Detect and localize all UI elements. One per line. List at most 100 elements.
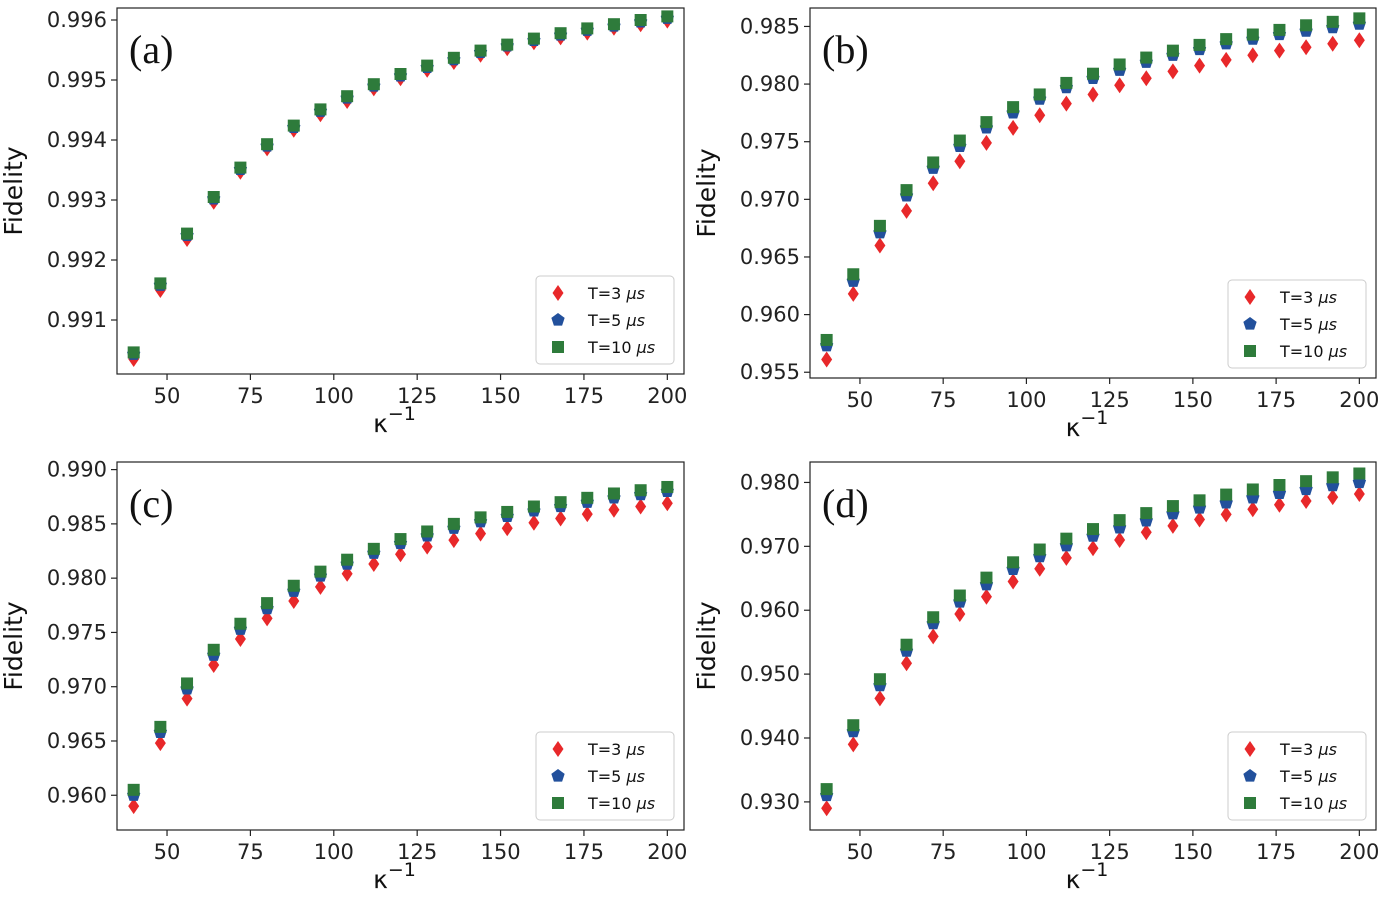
- data-point: [128, 798, 140, 815]
- data-point: [1033, 543, 1046, 556]
- data-point: [1087, 67, 1099, 80]
- data-point: [234, 161, 247, 174]
- panel-label: (b): [822, 27, 869, 72]
- data-point: [661, 480, 674, 493]
- data-point: [555, 510, 567, 527]
- data-point: [1007, 573, 1019, 590]
- data-point: [127, 346, 140, 359]
- y-tick-label: 0.960: [740, 303, 800, 327]
- legend-entry: T=3 μs: [1244, 288, 1337, 307]
- legend-marker: [552, 341, 564, 353]
- data-point: [528, 514, 540, 531]
- data-point: [821, 800, 833, 817]
- data-point: [820, 783, 833, 796]
- data-point: [1113, 514, 1126, 527]
- legend-entry: T=10 μs: [1244, 794, 1347, 813]
- data-point: [874, 690, 886, 707]
- y-tick-label: 0.994: [47, 128, 107, 152]
- legend-entry: T=3 μs: [552, 740, 645, 759]
- data-point: [1140, 524, 1152, 541]
- data-point: [847, 719, 860, 732]
- legend-marker: [1244, 741, 1256, 757]
- x-tick-label: 200: [1339, 840, 1379, 864]
- panel-label: (a): [129, 27, 173, 72]
- legend-marker: [1243, 317, 1257, 330]
- data-point: [1353, 32, 1365, 49]
- legend-label: T=3 μs: [1279, 740, 1337, 759]
- data-point: [820, 333, 833, 346]
- data-point: [341, 553, 354, 566]
- data-point: [927, 611, 940, 624]
- data-point: [1353, 12, 1366, 25]
- data-point: [953, 589, 966, 602]
- data-point: [1167, 517, 1179, 534]
- y-tick-label: 0.960: [47, 783, 107, 807]
- legend-label: T=3 μs: [587, 740, 645, 759]
- y-tick-label: 0.995: [47, 68, 107, 92]
- data-point: [1087, 540, 1099, 557]
- legend-label: T=5 μs: [587, 767, 645, 786]
- x-tick-label: 125: [397, 384, 437, 408]
- legend-box: [1227, 731, 1367, 821]
- data-point: [1220, 506, 1232, 523]
- data-point: [1353, 485, 1365, 502]
- data-point: [634, 14, 647, 26]
- data-point: [1140, 507, 1153, 520]
- data-point: [847, 285, 859, 302]
- legend: T=3 μs T=5 μs T=10 μs: [535, 275, 675, 365]
- x-tick-label: 100: [1006, 840, 1046, 864]
- x-axis-label: κ−1: [373, 859, 416, 894]
- data-point: [127, 783, 140, 796]
- data-point: [474, 44, 487, 57]
- y-tick-label: 0.955: [740, 360, 800, 384]
- data-point: [421, 538, 433, 555]
- x-tick-label: 100: [314, 840, 354, 864]
- data-point: [1140, 70, 1152, 87]
- data-point: [980, 571, 993, 584]
- data-point: [1034, 107, 1046, 124]
- data-point: [1300, 475, 1313, 488]
- data-point: [1060, 95, 1072, 112]
- data-point: [1007, 119, 1019, 136]
- x-tick-label: 50: [847, 840, 874, 864]
- data-point: [954, 153, 966, 170]
- plot-frame: [809, 461, 1377, 831]
- y-tick-label: 0.965: [740, 245, 800, 269]
- x-axis-label: κ−1: [373, 403, 416, 438]
- y-tick-label: 0.970: [740, 187, 800, 211]
- data-point: [394, 68, 407, 80]
- legend-entry: T=5 μs: [1243, 315, 1337, 334]
- plot-frame: [809, 7, 1377, 379]
- x-tick-label: 100: [1006, 388, 1046, 412]
- legend-marker: [1244, 797, 1256, 809]
- legend-label: T=3 μs: [587, 284, 645, 303]
- legend-marker: [551, 313, 565, 326]
- data-point: [607, 18, 620, 31]
- data-point: [447, 517, 460, 530]
- y-axis-label: Fidelity: [692, 601, 721, 690]
- y-tick-label: 0.950: [740, 662, 800, 686]
- data-point: [1060, 549, 1072, 566]
- legend: T=3 μs T=5 μs T=10 μs: [1227, 731, 1367, 821]
- data-point: [1007, 556, 1020, 569]
- x-tick-label: 175: [1256, 840, 1296, 864]
- data-point: [207, 191, 220, 203]
- data-point: [527, 500, 540, 513]
- data-point: [1194, 511, 1206, 528]
- data-point: [1060, 532, 1073, 545]
- data-point: [1166, 44, 1179, 57]
- data-point: [367, 542, 380, 555]
- data-point: [1273, 23, 1286, 36]
- y-tick-label: 0.980: [740, 470, 800, 494]
- legend-label: T=5 μs: [587, 311, 645, 330]
- legend-label: T=10 μs: [1279, 794, 1347, 813]
- data-point: [634, 484, 647, 497]
- data-point: [927, 175, 939, 192]
- data-point: [234, 617, 247, 630]
- data-point: [1273, 479, 1286, 491]
- legend-entry: T=10 μs: [552, 794, 655, 813]
- data-point: [1193, 494, 1206, 507]
- y-tick-label: 0.996: [47, 8, 107, 32]
- y-tick-label: 0.930: [740, 790, 800, 814]
- data-point: [288, 592, 300, 609]
